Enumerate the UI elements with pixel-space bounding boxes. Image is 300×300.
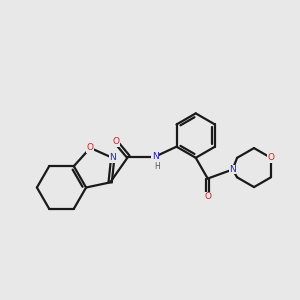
Text: O: O [267, 153, 274, 162]
Text: N: N [110, 153, 116, 162]
Text: N: N [229, 165, 236, 174]
Text: O: O [87, 143, 94, 152]
Text: N: N [152, 152, 159, 161]
Text: O: O [112, 137, 119, 146]
Text: O: O [204, 192, 211, 201]
Text: H: H [154, 162, 160, 171]
